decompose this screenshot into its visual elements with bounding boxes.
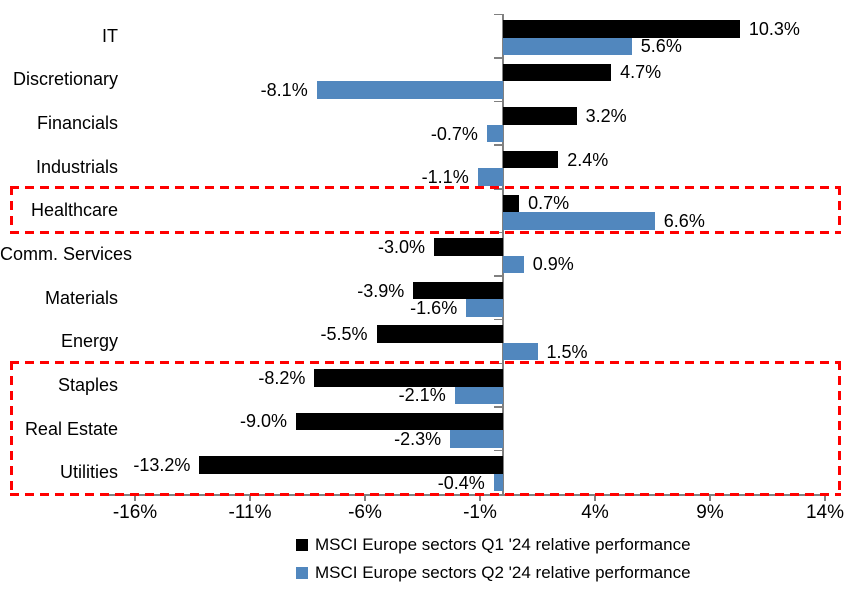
x-tick-label: -11% — [228, 502, 272, 523]
value-label: 0.9% — [532, 254, 574, 275]
y-axis-tick — [494, 449, 503, 452]
y-axis-tick — [494, 318, 503, 321]
bar — [503, 255, 524, 274]
category-label: Real Estate — [24, 418, 118, 439]
value-label: -8.1% — [260, 79, 308, 100]
value-label: -8.2% — [258, 367, 306, 388]
x-tick-label: 14% — [805, 502, 845, 523]
bar — [413, 281, 503, 300]
bar — [376, 325, 503, 343]
value-label: 3.2% — [585, 106, 627, 127]
bar — [450, 430, 503, 448]
value-label: 10.3% — [748, 18, 800, 39]
bar — [503, 107, 577, 125]
value-label: -2.1% — [398, 385, 446, 406]
x-axis-tick — [709, 494, 711, 501]
value-label: -3.0% — [377, 236, 425, 257]
value-label: 2.4% — [567, 149, 609, 170]
x-tick-label: 4% — [581, 502, 609, 523]
healthcare-highlight-left — [10, 186, 13, 234]
bar — [493, 473, 503, 492]
category-label: Staples — [57, 374, 118, 395]
bar — [503, 212, 655, 230]
value-label: -1.1% — [421, 167, 469, 188]
legend-row: MSCI Europe sectors Q2 '24 relative perf… — [296, 563, 691, 583]
value-label: 0.7% — [528, 193, 570, 214]
x-axis-tick — [479, 494, 481, 501]
bar — [314, 369, 503, 387]
defensives-highlight-left — [10, 360, 13, 496]
x-tick-label: -1% — [463, 502, 497, 523]
bar — [434, 238, 503, 256]
defensives-highlight-top — [10, 360, 841, 364]
defensives-highlight-right — [838, 360, 841, 496]
value-label: -1.6% — [410, 298, 458, 319]
bar — [503, 194, 520, 213]
legend-swatch — [296, 567, 308, 579]
y-axis-tick — [494, 144, 503, 146]
legend-row: MSCI Europe sectors Q1 '24 relative perf… — [296, 535, 691, 555]
bar — [296, 412, 503, 431]
value-label: -13.2% — [133, 455, 191, 476]
bar — [466, 299, 503, 317]
healthcare-highlight-bottom — [10, 230, 841, 234]
x-axis-tick — [134, 494, 136, 501]
category-label: Industrials — [35, 156, 118, 177]
legend-label: MSCI Europe sectors Q2 '24 relative perf… — [315, 563, 691, 582]
y-axis-tick — [494, 57, 503, 59]
value-label: -3.9% — [357, 280, 405, 301]
value-label: -9.0% — [239, 411, 287, 432]
bar — [503, 342, 538, 361]
healthcare-highlight-right — [838, 186, 841, 234]
category-label: Comm. Services — [0, 244, 133, 264]
legend-swatch — [296, 539, 308, 551]
category-label: Financials — [36, 113, 118, 134]
defensives-highlight-bottom — [10, 492, 841, 496]
category-label: Discretionary — [12, 69, 118, 90]
legend-label: MSCI Europe sectors Q1 '24 relative perf… — [315, 535, 691, 554]
y-axis-line — [502, 14, 504, 494]
healthcare-highlight-top — [10, 186, 841, 190]
bar — [454, 386, 503, 405]
x-axis-tick — [594, 494, 596, 501]
value-label: 6.6% — [663, 210, 705, 231]
value-label: -0.7% — [430, 123, 478, 144]
x-axis-tick — [364, 494, 366, 501]
y-axis-tick — [494, 275, 503, 277]
bar — [477, 168, 503, 186]
y-axis-tick — [494, 100, 503, 103]
value-label: 1.5% — [546, 341, 588, 362]
bar — [199, 456, 503, 474]
category-label: Materials — [44, 287, 118, 308]
category-label: Healthcare — [30, 200, 118, 221]
y-axis-tick — [494, 406, 503, 408]
category-label: IT — [102, 25, 118, 46]
value-label: -5.5% — [320, 324, 368, 345]
x-tick-label: 9% — [696, 502, 724, 523]
x-tick-label: -16% — [112, 502, 158, 523]
bar — [503, 37, 632, 55]
value-label: -0.4% — [437, 472, 485, 493]
x-axis-tick — [824, 494, 826, 501]
value-label: 4.7% — [620, 62, 662, 83]
y-axis-tick — [494, 13, 503, 15]
bar — [503, 150, 559, 169]
bar — [503, 63, 612, 82]
bar — [503, 20, 740, 38]
x-axis-tick — [249, 494, 251, 501]
x-tick-label: -6% — [348, 502, 382, 523]
category-label: Energy — [60, 331, 118, 352]
bar — [316, 81, 503, 99]
value-label: -2.3% — [394, 428, 442, 449]
value-label: 5.6% — [640, 36, 682, 57]
bar — [486, 124, 503, 143]
category-label: Utilities — [59, 462, 118, 483]
